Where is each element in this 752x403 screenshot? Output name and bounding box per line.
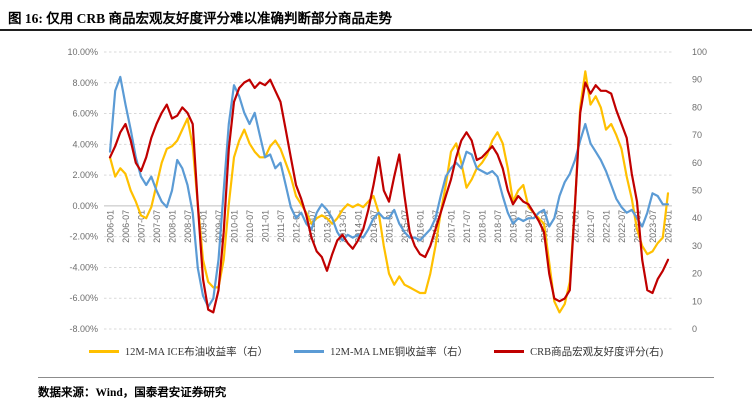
x-axis-tick-label: 2019-07 bbox=[524, 210, 534, 243]
left-axis-tick-label: 6.00% bbox=[72, 109, 98, 119]
left-axis-tick-label: 4.00% bbox=[72, 139, 98, 149]
series-line-crb-score bbox=[108, 78, 670, 314]
legend-item-ice-brent: 12M-MA ICE布油收益率（右） bbox=[88, 344, 269, 359]
x-axis-tick-label: 2018-01 bbox=[478, 210, 488, 243]
legend: 12M-MA ICE布油收益率（右） 12M-MA LME铜收益率（右） CRB… bbox=[0, 344, 752, 359]
x-axis-tick-label: 2017-07 bbox=[462, 210, 472, 243]
x-axis-tick-label: 2022-07 bbox=[617, 210, 627, 243]
legend-label-crb-score: CRB商品宏观友好度评分(右) bbox=[530, 347, 664, 358]
x-axis-tick-label: 2014-01 bbox=[354, 210, 364, 243]
left-axis-tick-label: 8.00% bbox=[72, 78, 98, 88]
right-axis-tick-label: 10 bbox=[692, 296, 702, 306]
x-axis-tick-label: 2014-07 bbox=[369, 210, 379, 243]
x-axis-tick-label: 2024-01 bbox=[664, 210, 674, 243]
x-axis-tick-label: 2021-01 bbox=[571, 210, 581, 243]
x-axis-tick-label: 2008-01 bbox=[168, 210, 178, 243]
x-axis-tick-label: 2019-01 bbox=[509, 210, 519, 243]
x-axis-tick-label: 2022-01 bbox=[602, 210, 612, 243]
x-axis-tick-label: 2010-01 bbox=[230, 210, 240, 243]
x-axis-tick-label: 2011-07 bbox=[276, 210, 286, 242]
x-axis-tick-label: 2023-07 bbox=[648, 210, 658, 243]
right-axis-tick-label: 50 bbox=[692, 186, 702, 196]
x-axis-tick-label: 2012-01 bbox=[292, 210, 302, 243]
x-axis-tick-label: 2007-01 bbox=[137, 210, 147, 243]
legend-swatch-lme-copper bbox=[294, 350, 325, 353]
x-axis-tick-label: 2007-07 bbox=[152, 210, 162, 243]
x-axis-tick-label: 2010-07 bbox=[245, 210, 255, 243]
x-axis-tick-label: 2015-07 bbox=[400, 210, 410, 243]
title-rule bbox=[0, 29, 752, 31]
left-axis-tick-label: -2.00% bbox=[69, 232, 98, 242]
left-axis-tick-label: -8.00% bbox=[69, 324, 98, 334]
series-line-ice-brent bbox=[108, 70, 670, 314]
x-axis-tick-label: 2013-07 bbox=[338, 210, 348, 243]
right-axis-tick-label: 30 bbox=[692, 241, 702, 251]
legend-item-crb-score: CRB商品宏观友好度评分(右) bbox=[494, 344, 663, 359]
right-axis-tick-label: 80 bbox=[692, 102, 702, 112]
x-axis-tick-label: 2017-01 bbox=[447, 210, 457, 243]
legend-item-lme-copper: 12M-MA LME铜收益率（右） bbox=[294, 344, 468, 359]
right-axis-tick-label: 60 bbox=[692, 158, 702, 168]
data-source-note: 数据来源：Wind，国泰君安证券研究 bbox=[38, 387, 227, 399]
x-axis-tick-label: 2016-01 bbox=[416, 210, 426, 243]
legend-label-ice-brent: 12M-MA ICE布油收益率（右） bbox=[124, 347, 269, 358]
right-axis-tick-label: 90 bbox=[692, 75, 702, 85]
right-axis-tick-label: 70 bbox=[692, 130, 702, 140]
legend-swatch-ice-brent bbox=[88, 350, 119, 353]
legend-label-lme-copper: 12M-MA LME铜收益率（右） bbox=[330, 347, 469, 358]
left-axis-tick-label: 10.00% bbox=[67, 47, 98, 57]
left-axis-tick-label: -4.00% bbox=[69, 262, 98, 272]
x-axis-tick-label: 2008-07 bbox=[183, 210, 193, 243]
figure-title: 图 16: 仅用 CRB 商品宏观友好度评分难以准确判断部分商品走势 bbox=[8, 11, 392, 26]
left-axis-tick-label: 2.00% bbox=[72, 170, 98, 180]
footer-rule bbox=[38, 377, 714, 378]
x-axis-tick-label: 2011-01 bbox=[261, 210, 271, 242]
x-axis-tick-label: 2020-07 bbox=[555, 210, 565, 243]
x-axis-tick-label: 2015-01 bbox=[385, 210, 395, 243]
x-axis-tick-label: 2021-07 bbox=[586, 210, 596, 243]
legend-swatch-crb-score bbox=[494, 350, 525, 353]
right-axis-tick-label: 100 bbox=[692, 47, 707, 57]
left-axis-tick-label: 0.00% bbox=[72, 201, 98, 211]
x-axis-tick-label: 2006-01 bbox=[106, 210, 116, 243]
series-line-lme-copper bbox=[108, 75, 670, 308]
x-axis-tick-label: 2009-01 bbox=[199, 210, 209, 243]
left-axis-tick-label: -6.00% bbox=[69, 293, 98, 303]
x-axis-tick-label: 2018-07 bbox=[493, 210, 503, 243]
x-axis-tick-label: 2013-01 bbox=[323, 210, 333, 243]
x-axis-tick-label: 2006-07 bbox=[121, 210, 131, 243]
right-axis-tick-label: 40 bbox=[692, 213, 702, 223]
right-axis-tick-label: 20 bbox=[692, 269, 702, 279]
x-axis-tick-label: 2009-07 bbox=[214, 210, 224, 243]
right-axis-tick-label: 0 bbox=[692, 324, 697, 334]
